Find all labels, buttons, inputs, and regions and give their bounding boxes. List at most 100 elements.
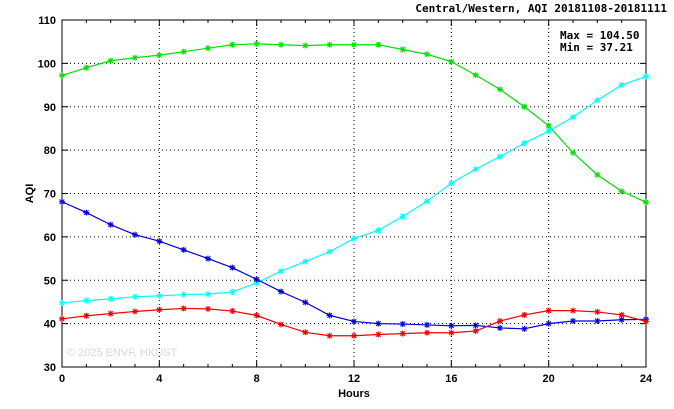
data-point bbox=[351, 332, 357, 339]
data-point bbox=[59, 299, 65, 306]
data-point bbox=[643, 73, 649, 80]
data-point bbox=[205, 291, 211, 298]
data-point bbox=[59, 198, 65, 205]
data-point bbox=[570, 318, 576, 325]
data-point bbox=[278, 268, 284, 275]
x-tick-label: 12 bbox=[348, 373, 360, 385]
data-point bbox=[570, 307, 576, 314]
chart-title: Central/Western, AQI 20181108-20181111 bbox=[415, 2, 667, 15]
data-point bbox=[521, 311, 528, 318]
data-point bbox=[351, 318, 357, 325]
data-point bbox=[326, 248, 333, 255]
data-point bbox=[107, 221, 114, 228]
data-point bbox=[302, 329, 309, 336]
data-point bbox=[375, 320, 382, 327]
data-point bbox=[497, 153, 503, 160]
data-point bbox=[618, 82, 625, 89]
stat-max: Max = 104.50 bbox=[560, 29, 639, 42]
data-point bbox=[107, 295, 114, 302]
data-point bbox=[594, 171, 601, 178]
data-point bbox=[424, 321, 430, 328]
data-point bbox=[156, 52, 163, 59]
data-point bbox=[472, 72, 479, 79]
data-point bbox=[326, 332, 333, 339]
data-point bbox=[229, 288, 236, 295]
series-3 bbox=[59, 305, 649, 339]
data-point bbox=[375, 331, 382, 338]
data-point bbox=[278, 321, 284, 328]
data-point bbox=[472, 322, 479, 329]
data-point bbox=[302, 299, 309, 306]
data-point bbox=[472, 327, 479, 334]
y-tick-label: 70 bbox=[44, 189, 56, 201]
y-tick-label: 40 bbox=[44, 319, 56, 331]
x-tick-label: 0 bbox=[59, 373, 65, 385]
data-point bbox=[83, 209, 90, 216]
y-tick-label: 30 bbox=[44, 362, 56, 374]
data-point bbox=[618, 188, 625, 195]
data-point bbox=[594, 318, 601, 325]
series-line bbox=[61, 43, 647, 203]
y-tick-label: 50 bbox=[44, 275, 56, 287]
data-point bbox=[229, 308, 236, 315]
y-axis-label: AQI bbox=[24, 184, 36, 204]
data-point bbox=[326, 41, 333, 48]
data-point bbox=[326, 312, 333, 319]
data-point bbox=[253, 312, 260, 319]
grid-lines bbox=[62, 20, 646, 367]
data-point bbox=[643, 199, 649, 206]
x-tick-label: 24 bbox=[640, 373, 653, 385]
data-point bbox=[156, 238, 163, 245]
data-point bbox=[351, 41, 357, 48]
data-point bbox=[618, 311, 625, 318]
watermark: © 2025 ENVF, HKUST bbox=[67, 347, 177, 359]
data-point bbox=[521, 103, 528, 110]
series-0 bbox=[59, 40, 649, 206]
y-tick-label: 80 bbox=[44, 145, 56, 157]
x-tick-label: 8 bbox=[254, 373, 260, 385]
data-point bbox=[399, 321, 406, 328]
data-point bbox=[59, 315, 65, 322]
data-point bbox=[399, 330, 406, 337]
data-point bbox=[448, 180, 455, 187]
data-point bbox=[205, 45, 211, 52]
data-point bbox=[497, 324, 503, 331]
data-point bbox=[278, 288, 284, 295]
data-point bbox=[180, 291, 187, 298]
data-point bbox=[351, 235, 357, 242]
data-point bbox=[205, 305, 211, 312]
x-axis-label: Hours bbox=[338, 388, 370, 400]
x-tick-label: 16 bbox=[445, 373, 457, 385]
data-point bbox=[156, 306, 163, 313]
data-point bbox=[302, 42, 309, 49]
data-point bbox=[448, 322, 455, 329]
x-tick-label: 20 bbox=[543, 373, 555, 385]
series-1 bbox=[59, 73, 649, 306]
data-point bbox=[83, 297, 90, 304]
data-point bbox=[83, 312, 90, 319]
x-axis-ticks: 0 4 8 12 16 20 24 bbox=[59, 20, 653, 385]
data-point bbox=[448, 329, 455, 336]
data-point bbox=[180, 305, 187, 312]
data-point bbox=[545, 320, 552, 327]
data-point bbox=[424, 51, 430, 58]
data-point bbox=[594, 308, 601, 315]
data-point bbox=[205, 255, 211, 262]
y-tick-label: 110 bbox=[38, 15, 56, 27]
data-point bbox=[132, 308, 138, 315]
data-point bbox=[545, 307, 552, 314]
data-point bbox=[59, 72, 65, 79]
data-point bbox=[472, 166, 479, 173]
data-point bbox=[545, 128, 552, 135]
data-point bbox=[107, 310, 114, 317]
data-point bbox=[180, 246, 187, 253]
data-point bbox=[545, 122, 552, 129]
stat-min: Min = 37.21 bbox=[560, 41, 633, 54]
data-point bbox=[156, 292, 163, 299]
data-point bbox=[643, 318, 649, 325]
y-tick-label: 90 bbox=[44, 102, 56, 114]
data-point bbox=[180, 48, 187, 55]
data-point bbox=[497, 318, 503, 325]
y-tick-label: 100 bbox=[38, 58, 56, 70]
